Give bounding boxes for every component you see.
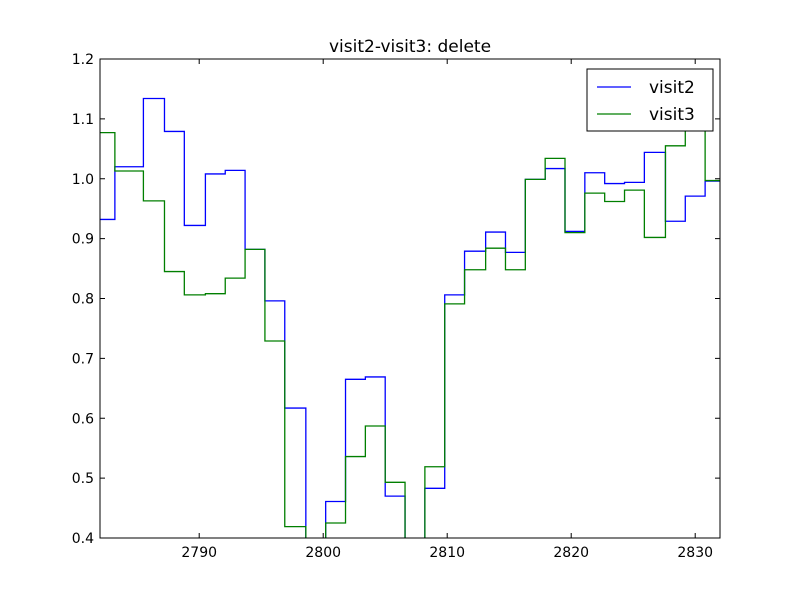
y-tick-label: 0.9 <box>72 232 94 248</box>
y-tick-label: 1.2 <box>72 52 94 68</box>
x-tick-label: 2800 <box>305 545 341 561</box>
y-tick-label: 1.1 <box>72 112 94 128</box>
legend-label-visit3: visit3 <box>649 105 695 125</box>
y-tick-label: 1.0 <box>72 172 94 188</box>
x-tick-label: 2790 <box>181 545 217 561</box>
y-tick-label: 0.6 <box>72 411 94 427</box>
y-tick-label: 0.4 <box>72 531 94 547</box>
legend-box <box>586 68 714 132</box>
legend: visit2 visit3 <box>586 68 714 132</box>
y-tick-label: 0.8 <box>72 292 94 308</box>
x-tick-label: 2810 <box>429 545 465 561</box>
series-line-visit3 <box>100 127 720 538</box>
x-tick-label: 2830 <box>677 545 713 561</box>
plot-area: 2790 2800 2810 2820 2830 0.4 0.5 0.6 0.7 0.8 0.9 1.… <box>72 52 721 561</box>
chart-title: visit2-visit3: delete <box>329 37 491 57</box>
y-tick-label: 0.5 <box>72 471 94 487</box>
series-line-visit2 <box>100 97 720 538</box>
legend-label-visit2: visit2 <box>649 78 695 98</box>
x-tick-label: 2820 <box>553 545 589 561</box>
y-tick-label: 0.7 <box>72 351 94 367</box>
